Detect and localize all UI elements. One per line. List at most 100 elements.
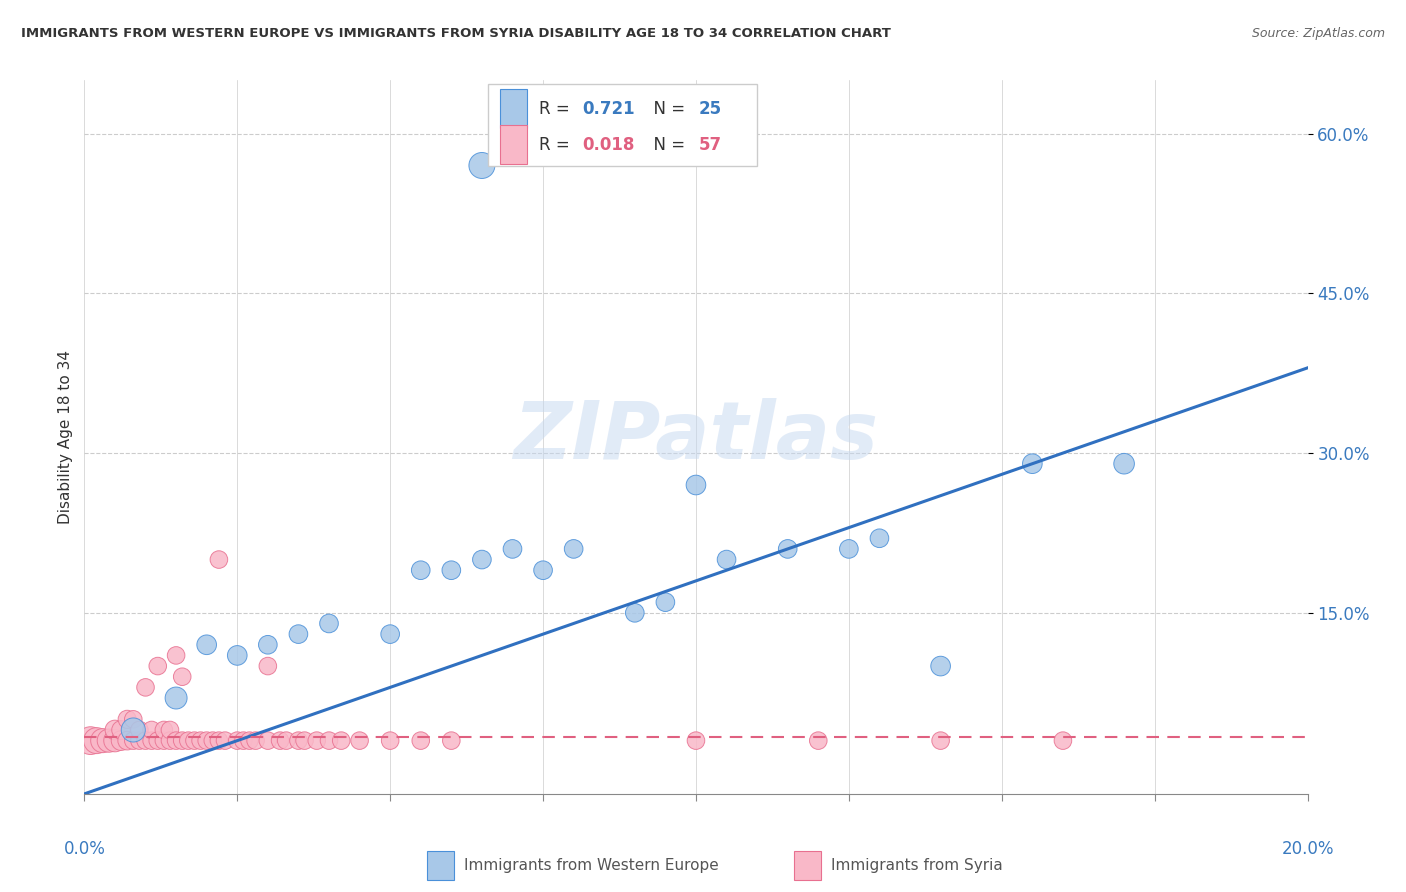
Point xyxy=(257,659,280,673)
Point xyxy=(269,733,291,747)
Text: 0.018: 0.018 xyxy=(582,136,634,153)
Text: N =: N = xyxy=(644,100,690,118)
Point xyxy=(214,733,236,747)
Text: Immigrants from Syria: Immigrants from Syria xyxy=(831,858,1002,872)
FancyBboxPatch shape xyxy=(488,84,758,166)
Point xyxy=(146,659,169,673)
Point xyxy=(165,691,187,706)
Point xyxy=(287,733,309,747)
Y-axis label: Disability Age 18 to 34: Disability Age 18 to 34 xyxy=(58,350,73,524)
Point xyxy=(869,531,891,545)
Text: N =: N = xyxy=(644,136,690,153)
Point xyxy=(146,733,169,747)
Point xyxy=(115,712,138,726)
Point xyxy=(440,563,463,577)
Point xyxy=(122,733,145,747)
Point xyxy=(685,733,707,747)
Text: 57: 57 xyxy=(699,136,721,153)
Point xyxy=(195,733,218,747)
Point xyxy=(104,733,127,747)
Point xyxy=(716,552,738,566)
Text: 25: 25 xyxy=(699,100,721,118)
Point xyxy=(380,733,402,747)
Point xyxy=(654,595,676,609)
Point xyxy=(929,659,952,673)
Text: 0.721: 0.721 xyxy=(582,100,636,118)
Point xyxy=(97,733,120,747)
Point xyxy=(165,648,187,663)
Point xyxy=(195,638,218,652)
Point xyxy=(1052,733,1074,747)
Point xyxy=(115,733,138,747)
Point xyxy=(201,733,224,747)
Point xyxy=(276,733,298,747)
Point xyxy=(380,627,402,641)
Point xyxy=(929,733,952,747)
Point xyxy=(128,733,150,747)
FancyBboxPatch shape xyxy=(501,125,527,164)
Point xyxy=(238,733,260,747)
Point xyxy=(330,733,353,747)
Point xyxy=(562,541,585,556)
Point xyxy=(122,712,145,726)
Point xyxy=(79,733,101,747)
Point xyxy=(135,733,157,747)
Point xyxy=(287,627,309,641)
Text: Immigrants from Western Europe: Immigrants from Western Europe xyxy=(464,858,718,872)
Point xyxy=(141,723,163,737)
Point xyxy=(104,723,127,737)
Text: 0.0%: 0.0% xyxy=(63,840,105,858)
Point xyxy=(183,733,205,747)
Point xyxy=(153,723,176,737)
FancyBboxPatch shape xyxy=(427,851,454,880)
Text: R =: R = xyxy=(540,100,575,118)
Point xyxy=(1021,457,1043,471)
Point xyxy=(257,733,280,747)
Point xyxy=(305,733,328,747)
Point xyxy=(232,733,254,747)
Point xyxy=(318,616,340,631)
Point xyxy=(226,733,249,747)
Point xyxy=(153,733,176,747)
Point xyxy=(110,723,132,737)
Point xyxy=(91,733,114,747)
Point xyxy=(159,733,181,747)
Point xyxy=(531,563,554,577)
Point xyxy=(257,638,280,652)
Point xyxy=(190,733,212,747)
Point xyxy=(128,723,150,737)
Point xyxy=(172,733,194,747)
Point xyxy=(110,733,132,747)
FancyBboxPatch shape xyxy=(501,89,527,128)
Point xyxy=(349,733,371,747)
Point xyxy=(172,670,194,684)
Point xyxy=(838,541,860,556)
Point xyxy=(1114,457,1136,471)
Point xyxy=(208,552,231,566)
Text: IMMIGRANTS FROM WESTERN EUROPE VS IMMIGRANTS FROM SYRIA DISABILITY AGE 18 TO 34 : IMMIGRANTS FROM WESTERN EUROPE VS IMMIGR… xyxy=(21,27,891,40)
Text: R =: R = xyxy=(540,136,575,153)
Point xyxy=(440,733,463,747)
Point xyxy=(141,733,163,747)
Point xyxy=(226,648,249,663)
Text: Source: ZipAtlas.com: Source: ZipAtlas.com xyxy=(1251,27,1385,40)
Point xyxy=(502,541,524,556)
Text: 20.0%: 20.0% xyxy=(1281,840,1334,858)
Point xyxy=(245,733,267,747)
Point xyxy=(294,733,316,747)
Point xyxy=(409,563,432,577)
Point xyxy=(165,733,187,747)
Text: ZIPatlas: ZIPatlas xyxy=(513,398,879,476)
Point xyxy=(471,552,494,566)
Point xyxy=(159,723,181,737)
Point xyxy=(624,606,647,620)
Point xyxy=(122,723,145,737)
Point xyxy=(685,478,707,492)
Point xyxy=(776,541,799,556)
Point xyxy=(471,159,494,173)
Point xyxy=(86,733,108,747)
Point xyxy=(208,733,231,747)
Point xyxy=(135,681,157,695)
Point xyxy=(409,733,432,747)
FancyBboxPatch shape xyxy=(794,851,821,880)
